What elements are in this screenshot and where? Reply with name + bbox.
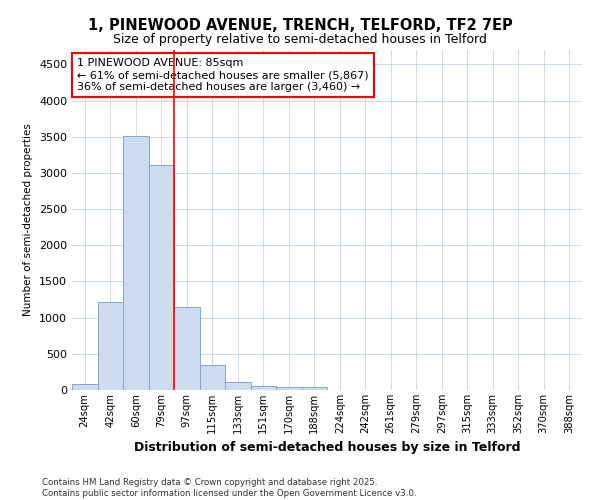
Text: Contains HM Land Registry data © Crown copyright and database right 2025.
Contai: Contains HM Land Registry data © Crown c…: [42, 478, 416, 498]
Bar: [225, 382, 251, 390]
Bar: [72, 384, 97, 390]
Bar: [97, 302, 123, 390]
Bar: [199, 364, 225, 390]
Text: 1, PINEWOOD AVENUE, TRENCH, TELFORD, TF2 7EP: 1, PINEWOOD AVENUE, TRENCH, TELFORD, TF2…: [88, 18, 512, 32]
Bar: [174, 307, 199, 390]
Bar: [276, 387, 302, 390]
Y-axis label: Number of semi-detached properties: Number of semi-detached properties: [23, 124, 34, 316]
Bar: [123, 136, 149, 390]
Bar: [302, 387, 327, 390]
Text: 1 PINEWOOD AVENUE: 85sqm
← 61% of semi-detached houses are smaller (5,867)
36% o: 1 PINEWOOD AVENUE: 85sqm ← 61% of semi-d…: [77, 58, 369, 92]
Text: Size of property relative to semi-detached houses in Telford: Size of property relative to semi-detach…: [113, 32, 487, 46]
Bar: [149, 165, 174, 390]
Bar: [251, 386, 276, 390]
X-axis label: Distribution of semi-detached houses by size in Telford: Distribution of semi-detached houses by …: [134, 442, 520, 454]
